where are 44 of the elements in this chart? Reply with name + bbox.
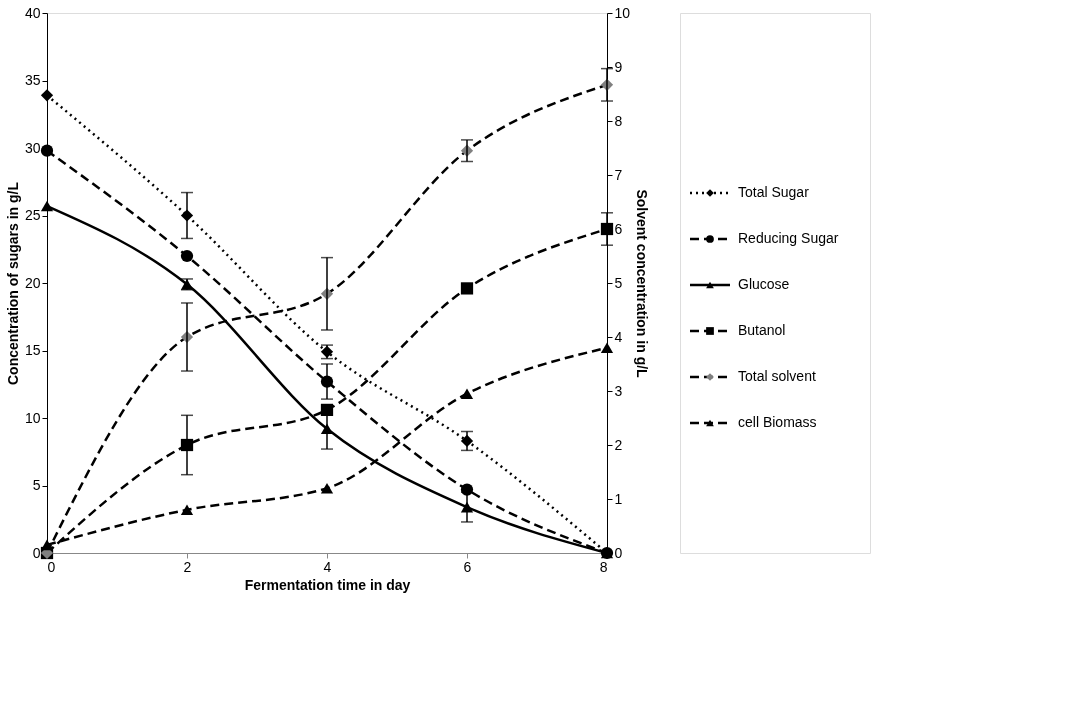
y-tick-label: 0	[32, 544, 41, 561]
y2-tick-label: 7	[614, 166, 623, 183]
y2-tick-label: 3	[614, 382, 623, 399]
y2-tick-label: 2	[614, 436, 623, 453]
legend-label: Butanol	[738, 322, 786, 338]
y2-tick-label: 4	[614, 328, 623, 345]
x-tick-label: 2	[183, 558, 192, 575]
x-tick-label: 4	[323, 558, 332, 575]
y-tick-label: 20	[24, 274, 41, 291]
y2-tick-label: 10	[614, 4, 631, 21]
legend-label: Reducing Sugar	[738, 230, 839, 246]
y-tick-label: 30	[24, 139, 41, 156]
y-tick-label: 5	[32, 477, 41, 493]
x-axis-title: Fermentation time in day	[244, 576, 411, 593]
x-tick-label: 6	[463, 558, 472, 575]
point	[320, 403, 334, 417]
x-tick-label: 8	[599, 558, 608, 575]
y2-tick-label: 6	[614, 220, 623, 237]
y-tick-label: 35	[24, 72, 41, 88]
legend-label: Total Sugar	[738, 184, 810, 200]
point	[180, 504, 194, 516]
y-axis-title: Concentration of sugars in g/L	[4, 181, 21, 386]
y2-tick-label: 5	[614, 274, 623, 291]
legend-label: Glucose	[738, 276, 790, 292]
point	[460, 282, 474, 295]
y-tick-label: 10	[24, 409, 41, 426]
legend-label: Total solvent	[738, 368, 816, 384]
x-tick-label: 0	[47, 558, 56, 575]
y2-tick-label: 0	[614, 544, 623, 561]
legend-label: cell Biomass	[738, 414, 817, 430]
point	[40, 200, 54, 212]
y2-tick-label: 1	[614, 490, 623, 507]
y2-tick-label: 8	[614, 112, 623, 129]
point	[40, 89, 54, 102]
point	[40, 144, 54, 157]
y2-axis-title: Solvent concentration in g/L	[634, 189, 651, 379]
y-tick-label: 40	[24, 4, 41, 21]
point	[600, 342, 614, 354]
point	[180, 249, 194, 263]
y2-tick-label: 9	[614, 58, 623, 75]
y-tick-label: 25	[24, 207, 41, 223]
point	[460, 388, 474, 399]
y-tick-label: 15	[24, 342, 41, 358]
point	[320, 482, 334, 494]
